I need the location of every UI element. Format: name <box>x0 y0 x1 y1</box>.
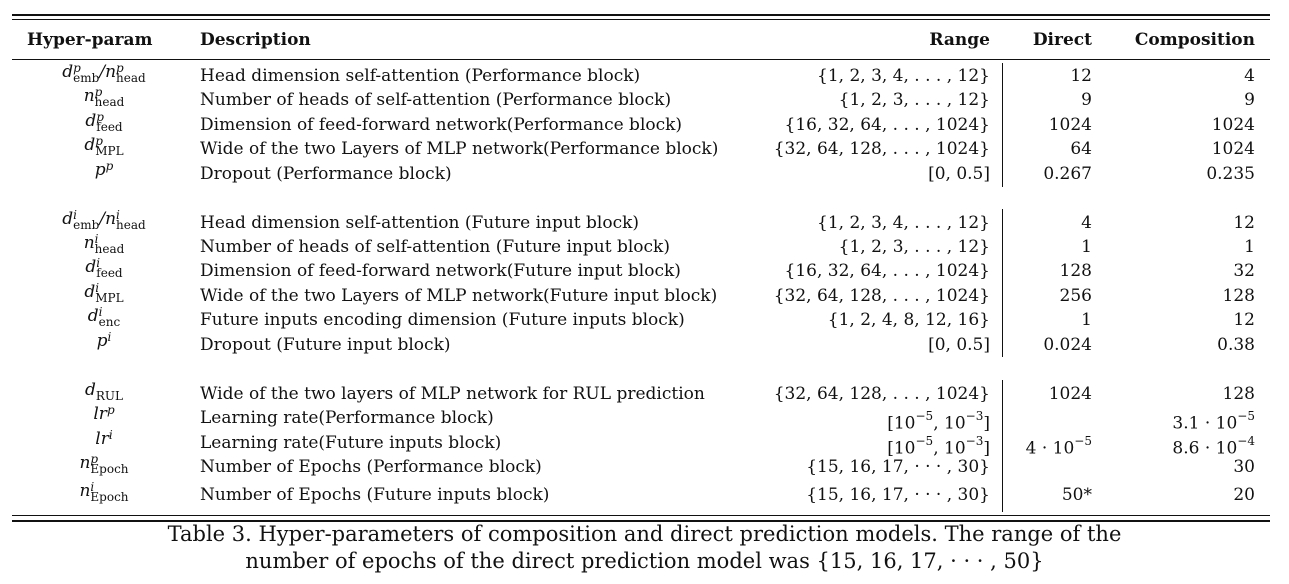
row-description: Number of Epochs (Performance block) <box>200 457 542 477</box>
row-range: {32, 64, 128, . . . , 1024} <box>773 286 990 306</box>
hyperparam-symbol: lr p <box>93 402 115 425</box>
row-range: {15, 16, 17, · · · , 30} <box>806 457 990 477</box>
row-description: Number of heads of self-attention (Futur… <box>200 237 670 257</box>
row-composition-value: 8.6 · 10−4 <box>1172 434 1255 459</box>
row-direct-value: 256 <box>1059 286 1092 306</box>
hyperparam-symbol: d i enc <box>87 304 121 329</box>
row-description: Dropout (Future input block) <box>200 335 451 355</box>
row-description: Future inputs encoding dimension (Future… <box>200 310 685 330</box>
range-column-divider-3 <box>1002 380 1003 512</box>
row-description: Wide of the two Layers of MLP network(Pe… <box>200 139 719 159</box>
row-description: Head dimension self-attention (Performan… <box>200 66 641 86</box>
row-direct-value: 128 <box>1059 261 1092 281</box>
row-range: {16, 32, 64, . . . , 1024} <box>784 261 990 281</box>
row-description: Number of Epochs (Future inputs block) <box>200 485 550 505</box>
row-description: Learning rate(Performance block) <box>200 408 494 428</box>
range-column-divider-1 <box>1002 63 1003 187</box>
row-description: Dimension of feed-forward network(Future… <box>200 261 681 281</box>
row-range: [10−5, 10−3] <box>887 409 990 434</box>
row-range: {1, 2, 3, 4, . . . , 12} <box>817 66 990 86</box>
row-description: Head dimension self-attention (Future in… <box>200 213 640 233</box>
row-range: [0, 0.5] <box>928 164 990 184</box>
row-direct-value: 0.024 <box>1043 335 1092 355</box>
row-range: {1, 2, 3, 4, . . . , 12} <box>817 213 990 233</box>
row-direct-value: 1 <box>1081 237 1092 257</box>
row-direct-value: 0.267 <box>1043 164 1092 184</box>
row-range: {1, 2, 3, . . . , 12} <box>838 237 990 257</box>
row-composition-value: 1024 <box>1211 139 1255 159</box>
row-description: Number of heads of self-attention (Perfo… <box>200 90 672 110</box>
row-composition-value: 30 <box>1233 457 1255 477</box>
header-direct: Direct <box>1032 30 1092 50</box>
row-description: Wide of the two layers of MLP network fo… <box>200 384 705 404</box>
row-direct-value: 50* <box>1061 485 1092 505</box>
row-composition-value: 128 <box>1222 384 1255 404</box>
hyperparam-symbol: n i head <box>83 231 125 256</box>
hyperparam-symbol: d p emb/n p head <box>62 60 146 85</box>
row-direct-value: 64 <box>1070 139 1092 159</box>
row-composition-value: 1024 <box>1211 115 1255 135</box>
hyperparam-symbol: n p head <box>83 84 125 109</box>
row-description: Wide of the two Layers of MLP network(Fu… <box>200 286 718 306</box>
row-range: {16, 32, 64, . . . , 1024} <box>784 115 990 135</box>
header-hyperparam: Hyper-param <box>27 30 153 50</box>
row-composition-value: 9 <box>1244 90 1255 110</box>
table-top-rule-thin <box>12 19 1270 20</box>
row-composition-value: 12 <box>1233 213 1255 233</box>
hyperparam-symbol: d RUL <box>84 380 123 403</box>
hyperparam-symbol: n i Epoch <box>79 479 129 504</box>
row-direct-value: 4 · 10−5 <box>1025 434 1092 459</box>
table-bottom-rule <box>12 520 1270 522</box>
range-column-divider-2 <box>1002 209 1003 357</box>
row-direct-value: 1 <box>1081 310 1092 330</box>
hyperparam-symbol: d p MPL <box>84 133 124 158</box>
row-description: Dimension of feed-forward network(Perfor… <box>200 115 683 135</box>
row-range: [10−5, 10−3] <box>887 434 990 459</box>
row-composition-value: 1 <box>1244 237 1255 257</box>
row-direct-value: 1024 <box>1048 115 1092 135</box>
hyperparam-symbol: d i emb/n i head <box>62 207 146 232</box>
row-composition-value: 3.1 · 10−5 <box>1172 409 1255 434</box>
header-range: Range <box>929 30 990 50</box>
hyperparam-symbol: d i MPL <box>84 280 124 305</box>
row-direct-value: 12 <box>1070 66 1092 86</box>
row-range: {1, 2, 4, 8, 12, 16} <box>827 310 990 330</box>
caption-line-2: number of epochs of the direct predictio… <box>245 549 1044 573</box>
row-composition-value: 12 <box>1233 310 1255 330</box>
header-description: Description <box>200 30 311 50</box>
hyperparam-symbol: d p feed <box>85 109 123 134</box>
table-caption: Table 3. Hyper-parameters of composition… <box>0 521 1289 575</box>
row-composition-value: 128 <box>1222 286 1255 306</box>
header-rule <box>12 59 1270 60</box>
row-composition-value: 4 <box>1244 66 1255 86</box>
row-range: {1, 2, 3, . . . , 12} <box>838 90 990 110</box>
row-composition-value: 0.235 <box>1206 164 1255 184</box>
caption-line-1: Table 3. Hyper-parameters of composition… <box>167 522 1122 546</box>
row-description: Learning rate(Future inputs block) <box>200 433 502 453</box>
row-composition-value: 32 <box>1233 261 1255 281</box>
hyperparam-symbol: lr i <box>95 427 113 450</box>
table-bottom-rule-thin <box>12 515 1270 516</box>
row-composition-value: 20 <box>1233 485 1255 505</box>
hyperparam-symbol: d i feed <box>85 255 123 280</box>
row-range: {32, 64, 128, . . . , 1024} <box>773 384 990 404</box>
header-composition: Composition <box>1134 30 1255 50</box>
row-direct-value: 9 <box>1081 90 1092 110</box>
row-description: Dropout (Performance block) <box>200 164 452 184</box>
row-direct-value: 1024 <box>1048 384 1092 404</box>
hyperparam-symbol: n p Epoch <box>79 451 129 476</box>
table-top-rule <box>12 14 1270 16</box>
row-composition-value: 0.38 <box>1217 335 1255 355</box>
row-direct-value: 4 <box>1081 213 1092 233</box>
row-range: {32, 64, 128, . . . , 1024} <box>773 139 990 159</box>
row-range: {15, 16, 17, · · · , 30} <box>806 485 990 505</box>
row-range: [0, 0.5] <box>928 335 990 355</box>
